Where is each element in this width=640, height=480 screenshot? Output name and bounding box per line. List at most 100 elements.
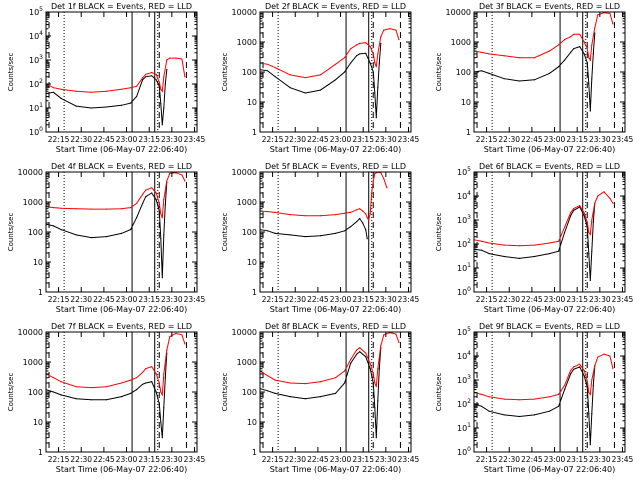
data-point-lld	[503, 55, 505, 57]
data-point-lld	[380, 345, 382, 347]
axes-frame	[45, 331, 198, 453]
data-point-lld	[169, 336, 171, 338]
x-tick-label: 23:00	[330, 455, 352, 464]
data-point-lld	[155, 373, 157, 375]
data-point-events	[105, 106, 107, 108]
data-point-events	[488, 72, 490, 74]
data-point-events	[151, 75, 153, 77]
y-tick-label: 10	[247, 258, 257, 267]
data-point-events	[164, 377, 166, 379]
data-point-events	[374, 407, 376, 409]
data-point-events	[75, 105, 77, 107]
x-tick-label: 23:15	[566, 455, 588, 464]
data-point-events	[163, 107, 165, 109]
data-point-events	[372, 382, 374, 384]
data-point-events	[365, 356, 367, 358]
axes-frame	[45, 11, 198, 133]
data-point-lld	[372, 373, 374, 375]
x-tick-label: 22:45	[307, 135, 329, 144]
data-point-lld	[151, 71, 153, 74]
y-tick-label: 1000	[23, 198, 43, 207]
x-tick-label: 23:00	[330, 135, 352, 144]
data-point-lld	[558, 240, 560, 242]
data-point-lld	[372, 180, 374, 182]
data-point-lld	[334, 377, 337, 379]
plot-area	[474, 12, 615, 132]
data-point-lld	[573, 33, 575, 35]
data-point-events	[589, 444, 591, 446]
data-point-events	[481, 405, 483, 407]
data-point-lld	[184, 180, 186, 182]
panel-9: Det 9f BLACK = Events, RED = LLD 100 101 10…	[435, 322, 634, 474]
x-tick-label: 22:30	[70, 455, 92, 464]
data-point-lld	[481, 51, 483, 54]
data-point-lld	[160, 213, 162, 215]
x-tick-label: 22:15	[48, 455, 70, 464]
plot-area	[474, 332, 615, 452]
y-axis-label: Counts/sec	[7, 213, 15, 252]
data-point-lld	[365, 352, 367, 354]
data-point-lld	[609, 355, 611, 357]
y-tick-label: 101	[29, 102, 43, 113]
data-point-events	[158, 210, 160, 212]
data-point-lld	[160, 88, 162, 90]
x-tick-label: 22:45	[521, 295, 543, 304]
data-point-lld	[612, 202, 614, 204]
data-point-lld	[356, 44, 358, 46]
data-point-events	[588, 253, 590, 255]
y-tick-label: 100	[456, 68, 471, 77]
data-point-lld	[362, 210, 364, 212]
y-tick-label: 1	[38, 288, 43, 297]
data-point-lld	[52, 87, 55, 89]
data-point-lld	[52, 207, 55, 209]
plot-area	[46, 12, 187, 132]
data-point-lld	[136, 377, 138, 379]
y-tick-label: 104	[457, 350, 471, 361]
y-tick-label: 1000	[237, 38, 257, 47]
data-point-lld	[586, 380, 588, 382]
data-point-events	[378, 368, 380, 370]
data-point-lld	[518, 57, 520, 59]
data-point-lld	[75, 386, 77, 388]
data-point-events	[319, 89, 321, 91]
data-point-events	[155, 199, 157, 201]
data-point-lld	[334, 63, 337, 65]
x-tick-label: 22:45	[521, 135, 543, 144]
x-tick-label: 23:45	[612, 135, 634, 144]
data-point-events	[161, 277, 163, 279]
data-point-events	[289, 396, 291, 398]
axes-frame	[473, 11, 626, 133]
data-point-events	[589, 110, 591, 112]
data-point-events	[518, 415, 520, 418]
data-point-events	[362, 222, 364, 224]
data-point-events	[120, 396, 123, 398]
data-point-lld	[60, 381, 62, 383]
data-point-events	[158, 403, 160, 405]
data-point-lld	[591, 379, 593, 381]
x-tick-label: 23:00	[544, 455, 566, 464]
y-tick-label: 1	[252, 448, 257, 457]
data-point-events	[564, 231, 566, 234]
data-point-lld	[594, 27, 596, 29]
data-point-events	[274, 232, 276, 234]
data-point-lld	[612, 23, 614, 25]
y-tick-label: 1	[466, 128, 471, 137]
x-tick-label: 22:45	[93, 455, 115, 464]
data-point-events	[90, 399, 92, 401]
data-point-lld	[612, 367, 614, 370]
x-tick-label: 22:15	[48, 135, 70, 144]
data-point-lld	[591, 44, 593, 46]
data-point-lld	[163, 76, 165, 78]
data-point-lld	[274, 379, 276, 381]
data-point-events	[267, 70, 269, 72]
data-point-events	[163, 234, 165, 236]
data-point-events	[583, 215, 585, 217]
data-point-lld	[398, 39, 400, 41]
panel-5: Det 5f BLACK = Events, RED = LLD 1 10 100 10…	[221, 162, 420, 314]
data-point-events	[488, 410, 490, 412]
data-point-events	[564, 59, 566, 61]
axes-frame	[473, 331, 626, 453]
data-point-events	[377, 87, 379, 89]
data-point-events	[564, 389, 566, 391]
